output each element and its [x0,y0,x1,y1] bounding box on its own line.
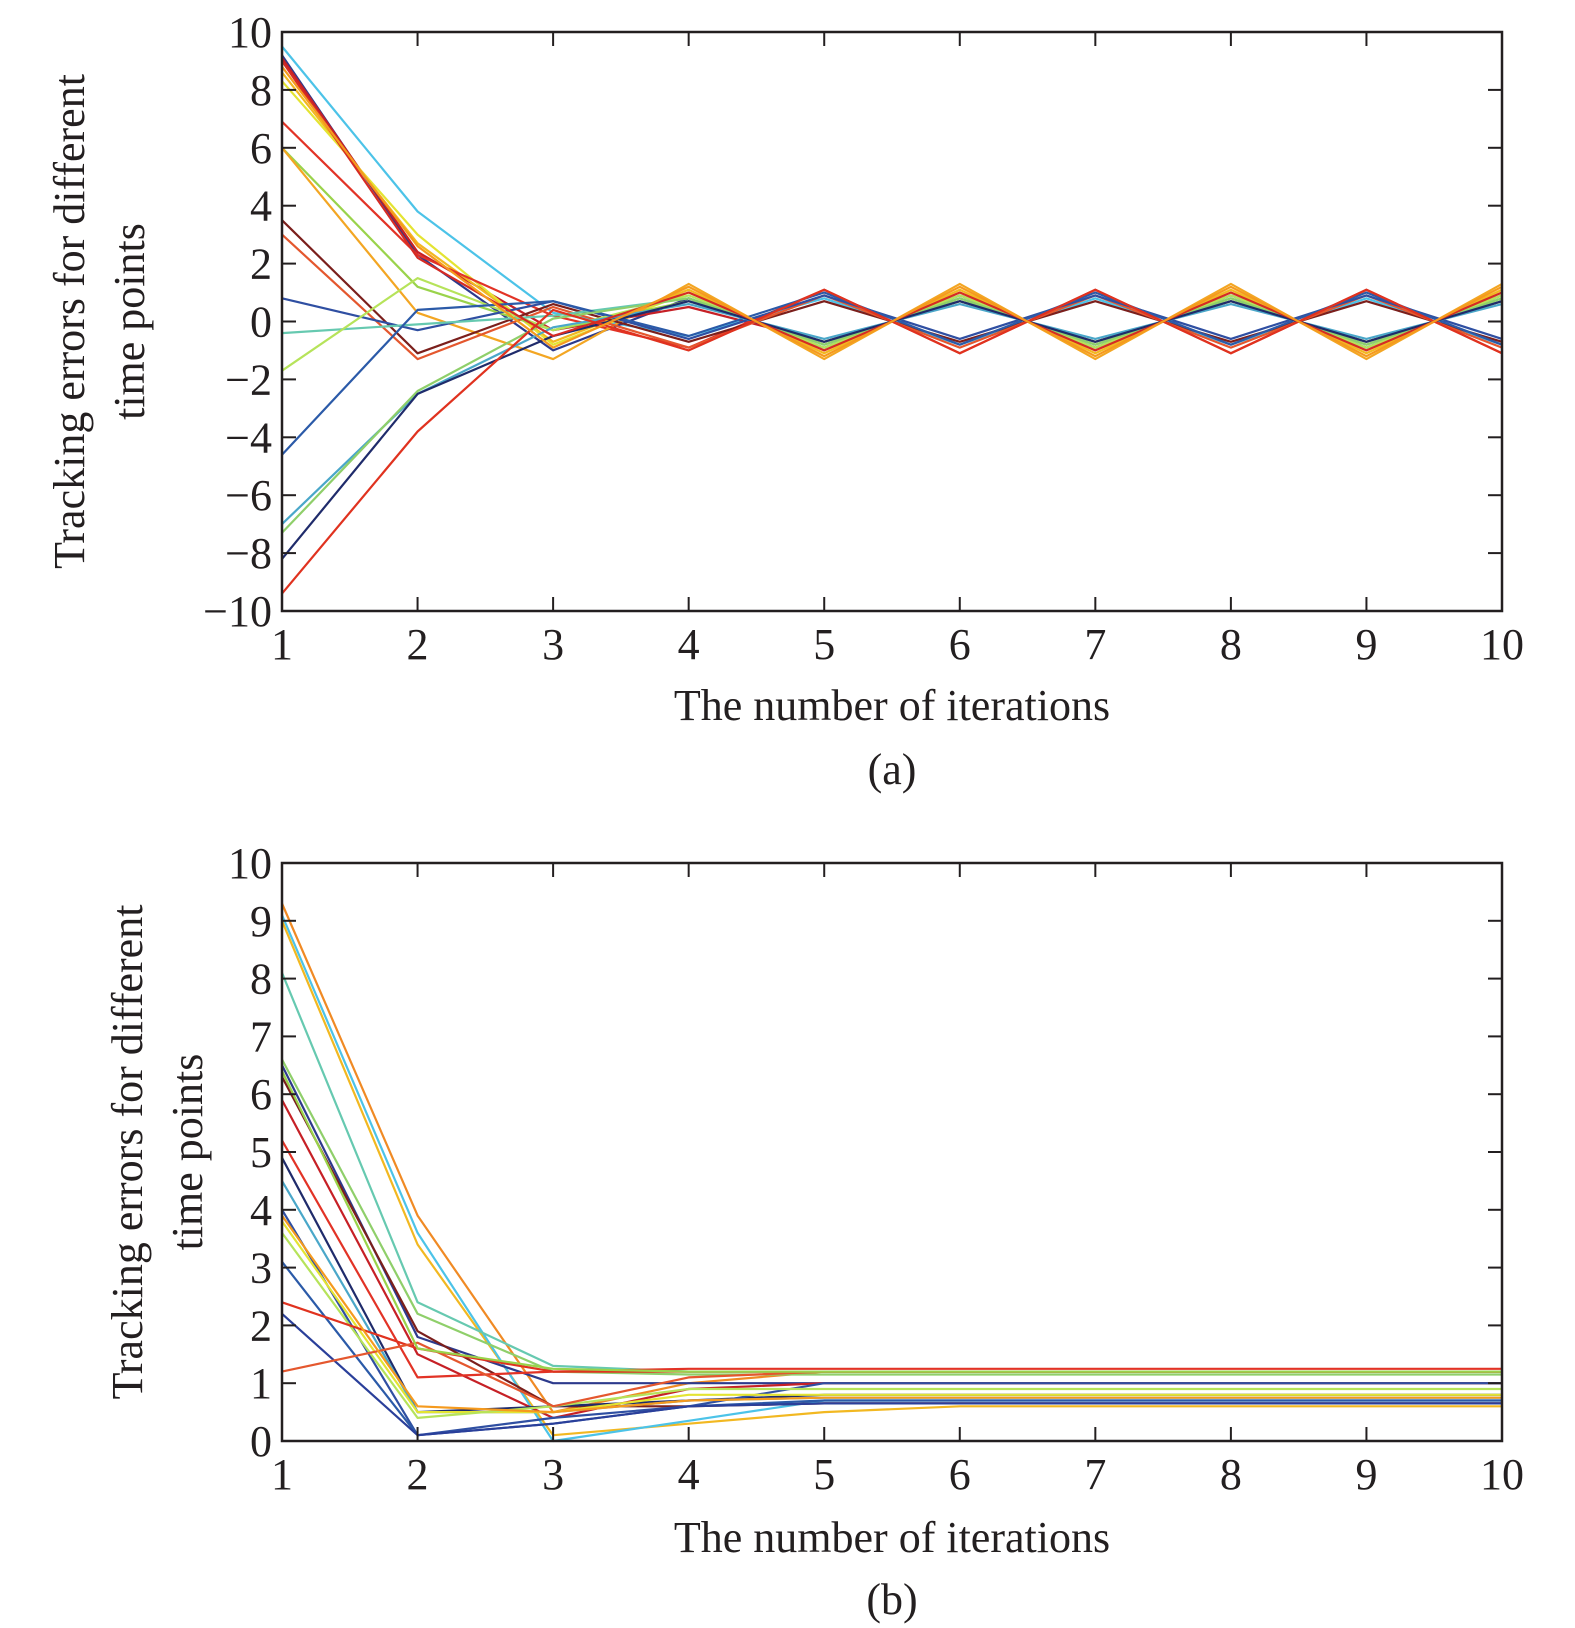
y-tick-label: −2 [225,355,272,404]
x-axis-title: The number of iterations [674,1513,1110,1562]
y-axis-title-line-2: time points [105,223,154,420]
x-axis-title: The number of iterations [674,681,1110,730]
y-tick-label: 1 [250,1359,272,1408]
series-line-19 [281,1070,1502,1373]
x-tick-label: 4 [678,1450,700,1499]
series-line-6 [281,1064,1502,1385]
y-tick-label: −6 [225,471,272,520]
x-tick-label: 1 [271,620,293,669]
x-tick-label: 2 [407,620,429,669]
x-tick-label: 5 [813,1450,835,1499]
series-line-20 [281,1214,1502,1414]
panel-caption: (b) [866,1575,917,1624]
x-tick-label: 9 [1355,620,1377,669]
series-line-20 [281,66,1503,358]
panel-caption: (a) [868,745,917,794]
series-line-11 [281,294,1503,340]
x-tick-label: 6 [949,1450,971,1499]
y-axis-title-line-2: time points [163,1054,212,1251]
series-line-1 [281,45,1503,346]
y-tick-label: 9 [250,897,272,946]
y-axis-title-line-1: Tracking errors for different [103,905,152,1400]
x-tick-label: 8 [1220,620,1242,669]
series-line-5 [281,1058,1502,1376]
y-tick-label: 10 [228,839,272,888]
chart-panel-a: 1 2 3 4 5 6 7 8 9 10 10 8 6 4 2 0 −2 −4 −6 −8 −10 The number … [45,8,1524,794]
series-line-17 [281,1312,1502,1437]
y-tick-label: 6 [250,1070,272,1119]
x-tick-label: 2 [407,1450,429,1499]
x-tick-label: 5 [813,620,835,669]
series-line-13 [281,277,1503,372]
y-tick-label: 3 [250,1244,272,1293]
x-tick-label: 6 [949,620,971,669]
x-tick-label: 1 [271,1450,293,1499]
x-tick-label: 7 [1084,1450,1106,1499]
x-tick-label: 3 [542,1450,564,1499]
series-line-14 [281,291,1503,456]
series-group [281,45,1503,595]
y-tick-label: −8 [225,529,272,578]
y-tick-label: 10 [228,8,272,57]
x-tick-label: 9 [1355,1450,1377,1499]
x-tick-label: 8 [1220,1450,1242,1499]
y-tick-label: 7 [250,1012,272,1061]
y-tick-label: 8 [250,955,272,1004]
y-tick-label: −10 [203,587,272,636]
series-group [280,903,1502,1443]
series-line-3 [281,57,1503,343]
y-tick-label: 0 [250,298,272,347]
x-tick-label: 7 [1084,620,1106,669]
y-tick-label: 5 [250,1128,272,1177]
series-line-9 [281,1139,1502,1379]
x-tick-label: 10 [1480,620,1524,669]
y-tick-label: 6 [250,124,272,173]
y-tick-label: 2 [250,240,272,289]
series-line-12 [281,1209,1502,1437]
y-tick-label: 4 [250,182,272,231]
y-axis-title-line-1: Tracking errors for different [45,74,94,569]
y-tick-label: 8 [250,66,272,115]
x-tick-label: 10 [1480,1450,1524,1499]
series-line-14 [281,1232,1502,1420]
y-tick-label: 4 [250,1186,272,1235]
y-tick-label: 0 [250,1417,272,1466]
x-tick-label: 3 [542,620,564,669]
series-line-2 [280,920,1502,1437]
x-tick-label: 4 [678,620,700,669]
series-line-3 [280,914,1502,1443]
series-line-8 [281,1099,1502,1420]
series-line-1 [280,903,1502,1414]
y-tick-label: 2 [250,1301,272,1350]
y-tick-label: −4 [225,413,272,462]
